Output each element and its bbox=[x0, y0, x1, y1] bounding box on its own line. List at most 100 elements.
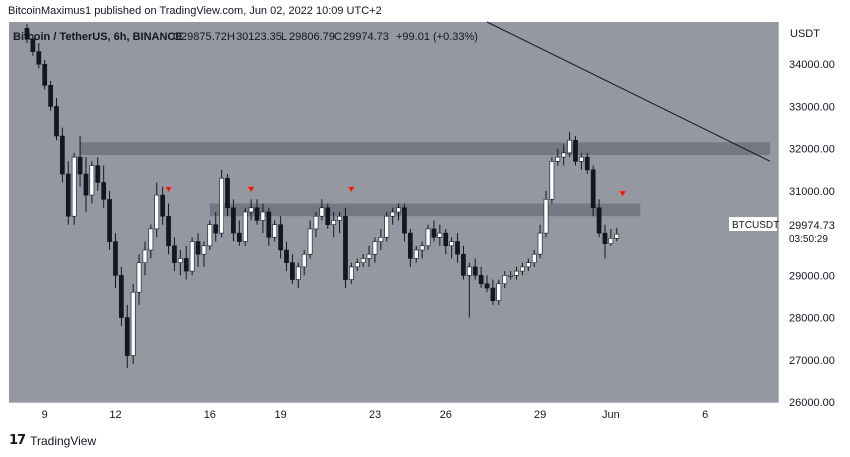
candle bbox=[443, 228, 449, 255]
candle-body-up bbox=[366, 253, 372, 259]
candlestick-series bbox=[24, 24, 620, 369]
candle-body-down bbox=[124, 317, 130, 356]
candle bbox=[113, 233, 118, 288]
candle-body-down bbox=[573, 139, 578, 162]
candle-body-down bbox=[484, 283, 490, 289]
candle-body-up bbox=[525, 262, 531, 268]
candle bbox=[584, 152, 590, 174]
legend-close-value: 29974.73 bbox=[343, 31, 389, 43]
price-tick-label: 29000.00 bbox=[789, 270, 835, 282]
candle bbox=[466, 262, 472, 318]
candle-body-down bbox=[231, 207, 236, 234]
candle bbox=[360, 254, 366, 267]
candle-body-down bbox=[602, 232, 608, 244]
last-price-value: 29974.73 bbox=[789, 220, 835, 232]
resistance-zone bbox=[80, 142, 771, 155]
candle-body-up bbox=[508, 275, 513, 277]
time-tick-label: 16 bbox=[204, 409, 216, 421]
candle bbox=[148, 224, 154, 259]
price-tick-label: 28000.00 bbox=[789, 313, 835, 325]
tradingview-logo[interactable]: 17 TradingView bbox=[9, 433, 96, 448]
ohlc-legend: Bitcoin / TetherUS, 6h, BINANCE O 29875.… bbox=[13, 31, 478, 43]
candle bbox=[520, 262, 525, 276]
candle bbox=[107, 190, 112, 250]
descending-trendline bbox=[486, 21, 771, 162]
candle-body-down bbox=[284, 249, 289, 263]
candle bbox=[172, 237, 177, 272]
candle-body-down bbox=[183, 258, 189, 272]
candle bbox=[331, 212, 337, 238]
candle bbox=[543, 190, 549, 238]
candle bbox=[378, 228, 384, 250]
price-tick-label: 34000.00 bbox=[789, 59, 835, 71]
candle-body-up bbox=[396, 207, 401, 213]
candle-body-up bbox=[242, 211, 248, 242]
candle bbox=[349, 262, 354, 284]
time-axis[interactable]: 9 12 16 19 23 26 29 Jun 6 bbox=[42, 409, 709, 421]
candle-body-down bbox=[107, 199, 112, 242]
candle bbox=[325, 203, 331, 229]
candle-body-up bbox=[319, 207, 325, 217]
trendline-layer bbox=[486, 21, 771, 162]
candle-body-down bbox=[160, 194, 166, 217]
candle-body-up bbox=[260, 211, 266, 221]
candle bbox=[48, 81, 53, 111]
candle bbox=[124, 304, 130, 369]
candle bbox=[478, 266, 484, 288]
candle bbox=[101, 165, 107, 208]
candle bbox=[284, 241, 289, 272]
candle-body-up bbox=[136, 262, 142, 293]
legend-open-label: O bbox=[173, 31, 182, 43]
tradingview-logo-mark: 17 bbox=[9, 433, 26, 448]
legend-change: +99.01 (+0.33%) bbox=[396, 31, 478, 43]
candle bbox=[77, 136, 83, 187]
candle bbox=[295, 262, 301, 288]
rejection-marker bbox=[348, 186, 355, 192]
candle-body-up bbox=[148, 228, 154, 251]
candle-body-up bbox=[425, 228, 431, 247]
candle bbox=[402, 203, 407, 242]
legend-low-value: 29806.79 bbox=[289, 31, 335, 43]
candle bbox=[60, 127, 65, 183]
tradingview-brand: TradingView bbox=[30, 433, 97, 448]
candle-body-down bbox=[254, 207, 260, 221]
candle bbox=[525, 258, 531, 272]
candle-body-down bbox=[95, 165, 101, 183]
candle-body-down bbox=[596, 207, 602, 234]
candle bbox=[248, 199, 254, 221]
candle bbox=[484, 275, 490, 293]
time-tick-label: 23 bbox=[369, 409, 381, 421]
candle-body-up bbox=[130, 291, 136, 356]
candle-body-down bbox=[472, 266, 478, 276]
candle-body-up bbox=[514, 270, 519, 276]
candle bbox=[313, 212, 319, 238]
candle bbox=[319, 199, 325, 221]
candle-body-up bbox=[71, 156, 77, 217]
candle-body-down bbox=[461, 253, 466, 276]
candle bbox=[89, 161, 95, 204]
candle bbox=[567, 131, 572, 158]
candle-body-down bbox=[118, 275, 124, 318]
candle bbox=[260, 203, 266, 234]
candle-body-down bbox=[478, 275, 484, 285]
last-price-tag: BTCUSDT 29974.73 03:50:29 bbox=[729, 216, 850, 246]
candle bbox=[496, 279, 502, 305]
candle bbox=[425, 224, 431, 250]
candle bbox=[207, 220, 213, 250]
time-tick-label: 12 bbox=[109, 409, 121, 421]
last-price-value-bg bbox=[779, 216, 850, 246]
candle bbox=[614, 227, 620, 242]
candle-body-down bbox=[60, 135, 65, 175]
rejection-marker bbox=[619, 191, 626, 197]
candle bbox=[366, 245, 372, 267]
candle bbox=[154, 182, 160, 238]
candle-body-up bbox=[614, 233, 620, 239]
candle bbox=[384, 212, 390, 242]
candle bbox=[278, 216, 283, 259]
candle-body-down bbox=[431, 228, 437, 238]
candle-body-down bbox=[101, 182, 107, 200]
candle-body-up bbox=[502, 275, 508, 285]
price-axis[interactable]: 34000.0033000.0032000.0031000.0030000.00… bbox=[789, 59, 835, 409]
candle-body-up bbox=[207, 224, 213, 247]
